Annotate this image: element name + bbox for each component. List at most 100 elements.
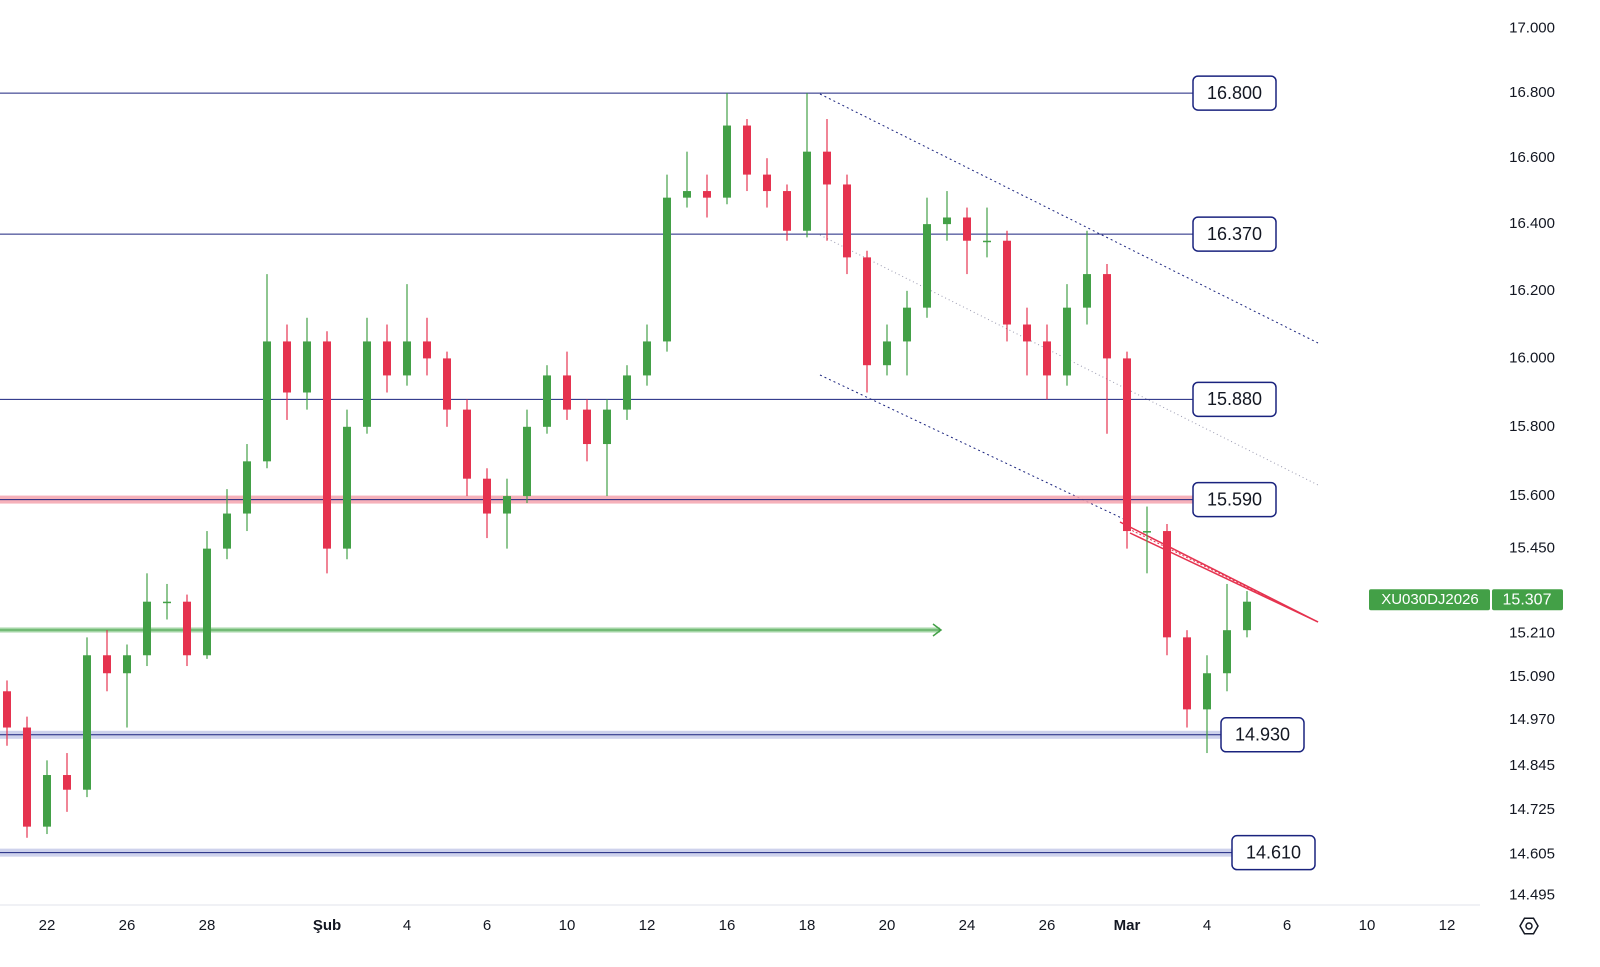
y-tick-label: 15.450 bbox=[1509, 540, 1555, 557]
candle-body bbox=[223, 513, 231, 549]
level-box bbox=[1220, 717, 1305, 753]
candle-body bbox=[183, 601, 191, 656]
candle-body bbox=[923, 224, 931, 308]
trend-line bbox=[819, 234, 1319, 486]
candle-body bbox=[1183, 637, 1191, 710]
candle-body bbox=[143, 601, 151, 656]
candle-body bbox=[383, 341, 391, 376]
candle-body bbox=[1203, 673, 1211, 710]
candle-body bbox=[523, 426, 531, 497]
x-tick-label: 26 bbox=[1039, 917, 1056, 934]
y-tick-label: 14.495 bbox=[1509, 887, 1555, 904]
candle-body bbox=[943, 217, 951, 225]
x-tick-label: 18 bbox=[799, 917, 816, 934]
candle-body bbox=[903, 307, 911, 342]
candle-body bbox=[303, 341, 311, 393]
candle-body bbox=[723, 125, 731, 198]
candle-body bbox=[623, 375, 631, 410]
y-tick-label: 16.800 bbox=[1509, 84, 1555, 101]
candle-body bbox=[783, 191, 791, 231]
level-label: 14.610 bbox=[1246, 842, 1301, 862]
level-label: 16.800 bbox=[1207, 83, 1262, 103]
level-box bbox=[1192, 75, 1277, 111]
candle-body bbox=[263, 341, 271, 462]
x-tick-label: 12 bbox=[639, 917, 656, 934]
candle-body bbox=[983, 240, 991, 243]
y-tick-label: 14.845 bbox=[1509, 757, 1555, 774]
x-tick-label: 22 bbox=[39, 917, 56, 934]
candle-body bbox=[1143, 531, 1151, 533]
level-box bbox=[1192, 481, 1277, 518]
candle-body bbox=[823, 151, 831, 185]
candle-body bbox=[563, 375, 571, 410]
candle-body bbox=[963, 217, 971, 241]
arrow-head bbox=[932, 623, 943, 637]
candle-body bbox=[203, 548, 211, 656]
candle-body bbox=[463, 409, 471, 479]
x-tick-label: 4 bbox=[1203, 917, 1211, 934]
candle-body bbox=[863, 257, 871, 366]
y-tick-label: 14.970 bbox=[1509, 711, 1555, 728]
y-tick-label: 15.600 bbox=[1509, 487, 1555, 504]
y-tick-label: 14.605 bbox=[1509, 845, 1555, 862]
candle-body bbox=[23, 727, 31, 827]
candle-body bbox=[763, 174, 771, 192]
x-tick-label: Şub bbox=[313, 917, 341, 934]
candle-body bbox=[243, 461, 251, 514]
candle-body bbox=[363, 341, 371, 427]
price-tag bbox=[1492, 589, 1563, 611]
x-tick-label: Mar bbox=[1114, 917, 1141, 934]
x-tick-label: 26 bbox=[119, 917, 136, 934]
drawings bbox=[0, 93, 1480, 906]
x-tick-label: 10 bbox=[1359, 917, 1376, 934]
y-tick-label: 15.800 bbox=[1509, 418, 1555, 435]
level-label: 15.880 bbox=[1207, 389, 1262, 409]
candle-body bbox=[83, 655, 91, 790]
candle-body bbox=[583, 409, 591, 445]
candle-body bbox=[703, 191, 711, 198]
candle-body bbox=[503, 496, 511, 514]
price-label: 15.307 bbox=[1503, 591, 1552, 608]
x-tick-label: 6 bbox=[483, 917, 491, 934]
candle-body bbox=[1023, 324, 1031, 342]
candle-body bbox=[3, 691, 11, 728]
candle-body bbox=[423, 341, 431, 359]
candle-body bbox=[1083, 274, 1091, 308]
candle-body bbox=[163, 601, 171, 604]
candle-body bbox=[63, 775, 71, 790]
symbol-label: XU030DJ2026 bbox=[1381, 591, 1479, 608]
level-label: 15.590 bbox=[1207, 489, 1262, 509]
candle-body bbox=[663, 197, 671, 342]
candle-body bbox=[843, 184, 851, 258]
level-box bbox=[1231, 834, 1316, 871]
x-tick-label: 10 bbox=[559, 917, 576, 934]
candle-body bbox=[1243, 601, 1251, 631]
candle-body bbox=[603, 409, 611, 445]
wedge-line bbox=[1119, 521, 1319, 623]
candle-body bbox=[483, 478, 491, 514]
wedge-line bbox=[1129, 532, 1319, 623]
candle-body bbox=[1063, 307, 1071, 376]
candle-body bbox=[43, 775, 51, 827]
level-box bbox=[1192, 216, 1277, 252]
y-tick-label: 15.090 bbox=[1509, 668, 1555, 685]
candle-body bbox=[1043, 341, 1051, 376]
x-tick-label: 28 bbox=[199, 917, 216, 934]
y-tick-label: 16.200 bbox=[1509, 282, 1555, 299]
candle-body bbox=[1003, 240, 1011, 325]
candle-body bbox=[743, 125, 751, 175]
level-label: 16.370 bbox=[1207, 224, 1262, 244]
candle-body bbox=[883, 341, 891, 366]
y-tick-label: 16.400 bbox=[1509, 215, 1555, 232]
candle-body bbox=[323, 341, 331, 549]
candle-body bbox=[343, 426, 351, 549]
candle-body bbox=[443, 358, 451, 410]
candle-body bbox=[283, 341, 291, 393]
settings-icon[interactable] bbox=[1519, 917, 1539, 935]
candle-body bbox=[543, 375, 551, 427]
candle-body bbox=[1163, 531, 1171, 638]
level-box bbox=[1192, 381, 1277, 418]
x-tick-label: 16 bbox=[719, 917, 736, 934]
y-tick-label: 17.000 bbox=[1509, 20, 1555, 37]
